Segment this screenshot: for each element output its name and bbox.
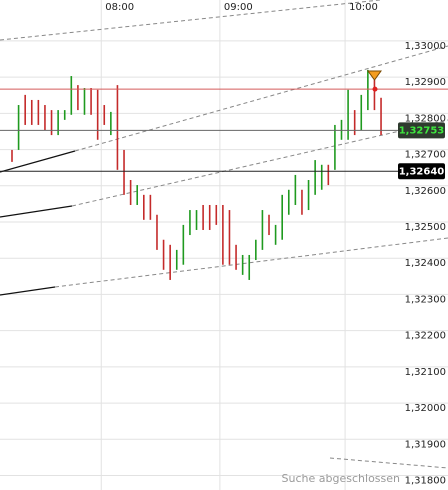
alert-dot (372, 86, 378, 92)
trend-line (0, 150, 76, 173)
trend-line (329, 457, 448, 469)
y-tick-label: 1,32000 (405, 403, 446, 414)
trend-line (71, 119, 448, 207)
x-tick-label: 09:00 (224, 2, 253, 13)
trend-lines-solid (0, 150, 76, 296)
price-box (398, 163, 445, 180)
trend-line (54, 237, 448, 288)
y-tick-label: 1,32900 (405, 77, 446, 88)
trend-line (0, 286, 56, 296)
x-tick-label: 08:00 (105, 2, 134, 13)
y-tick-label: 1,32100 (405, 367, 446, 378)
y-tick-label: 1,31900 (405, 439, 446, 450)
trend-line (0, 205, 73, 218)
y-tick-label: 1,32600 (405, 186, 446, 197)
y-tick-label: 1,32300 (405, 294, 446, 305)
price-box (398, 122, 445, 139)
trend-line (0, 0, 381, 41)
status-text: Suche abgeschlossen (282, 472, 400, 485)
y-tick-label: 1,32400 (405, 258, 446, 269)
y-tick-label: 1,33000 (405, 41, 446, 52)
trend-lines (0, 0, 448, 469)
price-label: 1,32753 (399, 125, 445, 136)
y-tick-label: 1,32200 (405, 331, 446, 342)
y-tick-label: 1,32500 (405, 222, 446, 233)
y-tick-label: 1,32800 (405, 113, 446, 124)
price-label: 1,32640 (399, 166, 445, 177)
y-tick-label: 1,31800 (405, 476, 446, 487)
bars (11, 69, 382, 280)
alert-marker (367, 70, 382, 81)
trend-line (74, 45, 448, 152)
y-tick-label: 1,32700 (405, 150, 446, 161)
x-tick-label: 10:00 (349, 2, 378, 13)
